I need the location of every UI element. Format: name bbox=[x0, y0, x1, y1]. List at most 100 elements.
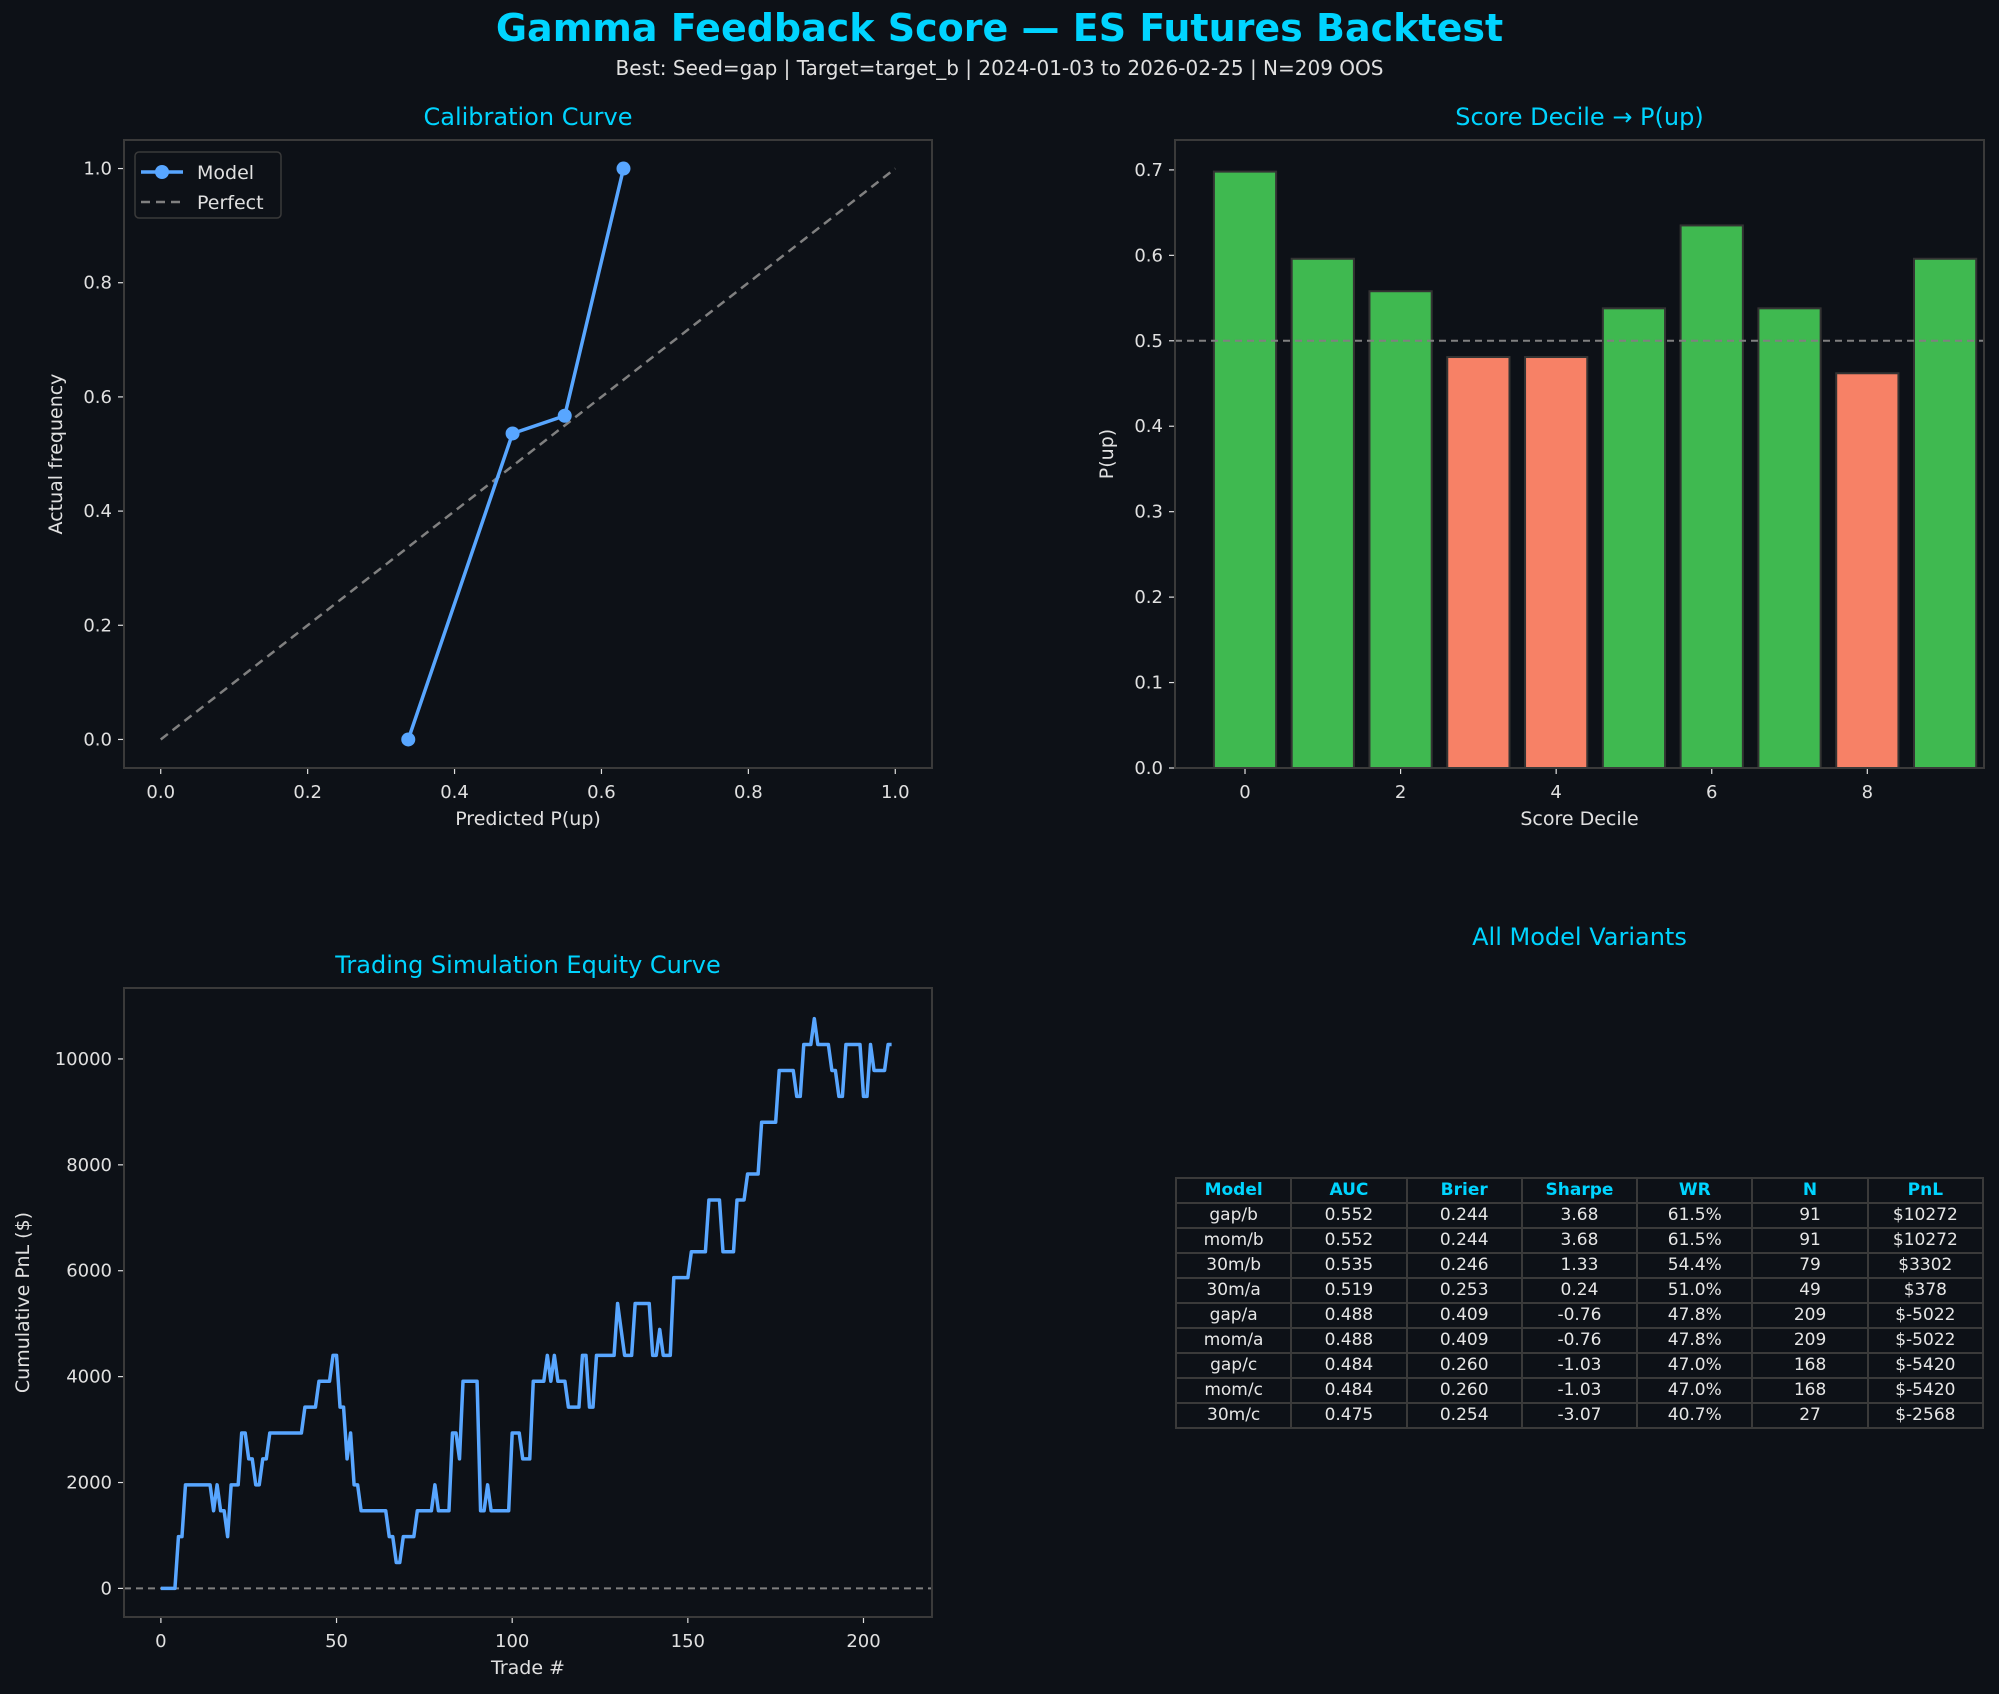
table-cell: 79 bbox=[1751, 1252, 1869, 1279]
table-cell: 0.253 bbox=[1405, 1277, 1523, 1304]
decile-ytick-label: 0.7 bbox=[1134, 160, 1163, 181]
table-cell: 0.535 bbox=[1290, 1252, 1408, 1279]
equity-ylabel: Cumulative PnL ($) bbox=[12, 1212, 34, 1393]
table-cell: 0.254 bbox=[1405, 1402, 1523, 1429]
calibration-xlabel: Predicted P(up) bbox=[455, 808, 601, 830]
table-cell: 30m/c bbox=[1174, 1402, 1293, 1429]
table-cell: -3.07 bbox=[1520, 1402, 1639, 1429]
decile-bar bbox=[1290, 257, 1355, 769]
table-cell: 40.7% bbox=[1636, 1402, 1754, 1429]
decile-plot-frame bbox=[1174, 139, 1985, 769]
calibration-xtick-label: 0.2 bbox=[293, 782, 322, 803]
table-cell: -0.76 bbox=[1520, 1327, 1639, 1354]
table-cell: 3.68 bbox=[1520, 1227, 1639, 1254]
table-row: 30m/c 0.475 0.254 -3.07 40.7% 27 $-2568 bbox=[1174, 1402, 1985, 1429]
table-cell: 27 bbox=[1751, 1402, 1869, 1429]
table-cell: 168 bbox=[1751, 1377, 1869, 1404]
table-cell: gap/b bbox=[1174, 1202, 1293, 1229]
calibration-ytick-label: 0.8 bbox=[83, 273, 112, 294]
column-header: WR bbox=[1636, 1177, 1754, 1204]
model-calibration-point bbox=[557, 408, 572, 423]
table-header-row: Model AUC Brier Sharpe WR N PnL bbox=[1174, 1177, 1985, 1204]
table-row: mom/c 0.484 0.260 -1.03 47.0% 168 $-5420 bbox=[1174, 1377, 1985, 1404]
table-cell: mom/c bbox=[1174, 1377, 1293, 1404]
model-calibration-point bbox=[616, 161, 631, 176]
table-cell: -0.76 bbox=[1520, 1302, 1639, 1329]
calibration-ylabel: Actual frequency bbox=[45, 374, 67, 535]
table-cell: $-5420 bbox=[1866, 1377, 1985, 1404]
legend-model-label: Model bbox=[197, 162, 254, 184]
table-cell: 61.5% bbox=[1636, 1202, 1754, 1229]
table-cell: 51.0% bbox=[1636, 1277, 1754, 1304]
table-cell: $10272 bbox=[1866, 1202, 1985, 1229]
table-cell: $-5022 bbox=[1866, 1327, 1985, 1354]
decile-bar bbox=[1446, 356, 1511, 769]
calibration-xtick-label: 0.8 bbox=[734, 782, 763, 803]
model-calibration-line bbox=[406, 168, 626, 741]
decile-ytick-label: 0.6 bbox=[1134, 245, 1163, 266]
table-cell: 47.0% bbox=[1636, 1352, 1754, 1379]
calibration-ytick-label: 0.6 bbox=[83, 387, 112, 408]
table-cell: $10272 bbox=[1866, 1227, 1985, 1254]
table-cell: 168 bbox=[1751, 1352, 1869, 1379]
table-cell: 0.519 bbox=[1290, 1277, 1408, 1304]
decile-bar bbox=[1835, 372, 1900, 769]
calibration-xtick-label: 0.0 bbox=[146, 782, 175, 803]
table-cell: 47.8% bbox=[1636, 1302, 1754, 1329]
legend-model-marker bbox=[155, 165, 169, 179]
column-header: Brier bbox=[1405, 1177, 1523, 1204]
table-cell: -1.03 bbox=[1520, 1377, 1639, 1404]
model-calibration-point bbox=[401, 732, 416, 747]
table-body: gap/b 0.552 0.244 3.68 61.5% 91 $10272 mom/b 0.5… bbox=[1174, 1202, 1985, 1429]
table-cell: $378 bbox=[1866, 1277, 1985, 1304]
equity-xtick-label: 200 bbox=[846, 1631, 880, 1652]
legend-perfect-label: Perfect bbox=[197, 192, 264, 214]
decile-xtick-label: 8 bbox=[1862, 782, 1873, 803]
decile-ylabel: P(up) bbox=[1096, 429, 1118, 479]
table-row: gap/a 0.488 0.409 -0.76 47.8% 209 $-5022 bbox=[1174, 1302, 1985, 1329]
calibration-xtick-label: 0.6 bbox=[587, 782, 616, 803]
table-cell: 54.4% bbox=[1636, 1252, 1754, 1279]
equity-curve-line bbox=[160, 1016, 892, 1591]
equity-ytick-label: 0 bbox=[101, 1578, 112, 1599]
table-cell: 0.246 bbox=[1405, 1252, 1523, 1279]
table-cell: 47.0% bbox=[1636, 1377, 1754, 1404]
equity-ytick-label: 2000 bbox=[66, 1473, 112, 1494]
table-cell: $-5022 bbox=[1866, 1302, 1985, 1329]
decile-xtick-label: 0 bbox=[1239, 782, 1250, 803]
table-cell: 0.409 bbox=[1405, 1302, 1523, 1329]
equity-xtick-label: 150 bbox=[671, 1631, 705, 1652]
model-calibration-point bbox=[505, 426, 520, 441]
table-row: mom/b 0.552 0.244 3.68 61.5% 91 $10272 bbox=[1174, 1227, 1985, 1254]
perfect-calibration-line bbox=[159, 167, 897, 741]
table-cell: mom/a bbox=[1174, 1327, 1293, 1354]
decile-bar bbox=[1679, 224, 1744, 769]
calibration-ytick-label: 0.0 bbox=[83, 729, 112, 750]
calibration-ytick-label: 0.2 bbox=[83, 615, 112, 636]
table-cell: 1.33 bbox=[1520, 1252, 1639, 1279]
column-header: Model bbox=[1174, 1177, 1293, 1204]
decile-xtick-label: 2 bbox=[1395, 782, 1406, 803]
table-cell: 91 bbox=[1751, 1202, 1869, 1229]
calibration-xtick-label: 1.0 bbox=[881, 782, 910, 803]
table-row: gap/b 0.552 0.244 3.68 61.5% 91 $10272 bbox=[1174, 1202, 1985, 1229]
table-cell: 3.68 bbox=[1520, 1202, 1639, 1229]
column-header: Sharpe bbox=[1520, 1177, 1639, 1204]
table-cell: 0.409 bbox=[1405, 1327, 1523, 1354]
equity-xtick-label: 50 bbox=[325, 1631, 348, 1652]
table-cell: $-5420 bbox=[1866, 1352, 1985, 1379]
table-cell: 0.484 bbox=[1290, 1377, 1408, 1404]
column-header: AUC bbox=[1290, 1177, 1408, 1204]
figure-subtitle: Best: Seed=gap | Target=target_b | 2024-… bbox=[615, 56, 1384, 80]
decile-ytick-label: 0.5 bbox=[1134, 331, 1163, 352]
table-cell: 0.244 bbox=[1405, 1202, 1523, 1229]
equity-title: Trading Simulation Equity Curve bbox=[335, 951, 721, 979]
table-cell: gap/a bbox=[1174, 1302, 1293, 1329]
table-cell: 0.484 bbox=[1290, 1352, 1408, 1379]
calibration-xtick-label: 0.4 bbox=[440, 782, 469, 803]
table-cell: 0.552 bbox=[1290, 1227, 1408, 1254]
equity-xtick-label: 100 bbox=[495, 1631, 529, 1652]
table-row: mom/a 0.488 0.409 -0.76 47.8% 209 $-5022 bbox=[1174, 1327, 1985, 1354]
table-cell: 0.488 bbox=[1290, 1302, 1408, 1329]
table-cell: 209 bbox=[1751, 1302, 1869, 1329]
